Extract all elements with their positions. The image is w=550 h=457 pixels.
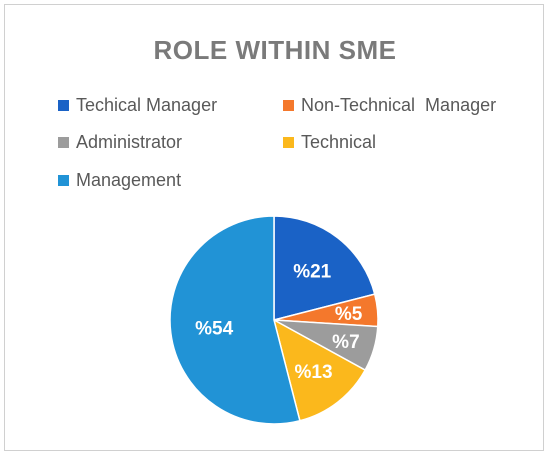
legend-item-technical: Technical [283, 132, 376, 153]
data-label: %54 [195, 319, 233, 340]
legend-label: Techical Manager [76, 95, 218, 115]
legend-item-administrator: Administrator [58, 132, 182, 153]
legend-swatch [58, 175, 69, 186]
legend-swatch [58, 137, 69, 148]
data-label: %5 [335, 304, 363, 325]
legend-item-management: Management [58, 170, 181, 191]
legend-label: Management [76, 170, 182, 190]
pie-labels: %21%5 %7 %13 %54 [195, 262, 363, 383]
data-label: %13 [295, 362, 333, 383]
pie-slice-management [169, 215, 301, 425]
legend-swatch [283, 100, 294, 111]
legend-item-non-technical-manager: Non-Technical Manager [283, 95, 496, 116]
legend-label: Non-Technical Manager [301, 95, 497, 115]
legend-swatch [283, 137, 294, 148]
pie-slices [169, 215, 379, 425]
chart-title: ROLE WITHIN SME [153, 35, 397, 65]
data-label: %7 [332, 332, 359, 353]
legend-label: Administrator [76, 132, 183, 152]
legend-swatch [58, 100, 69, 111]
pie-slice-technical [272, 318, 367, 422]
pie-slice-techical-manager [273, 215, 376, 321]
legend-label: Technical [301, 132, 377, 152]
data-label: %21 [293, 262, 331, 283]
legend-item-techical-manager: Techical Manager [58, 95, 217, 116]
